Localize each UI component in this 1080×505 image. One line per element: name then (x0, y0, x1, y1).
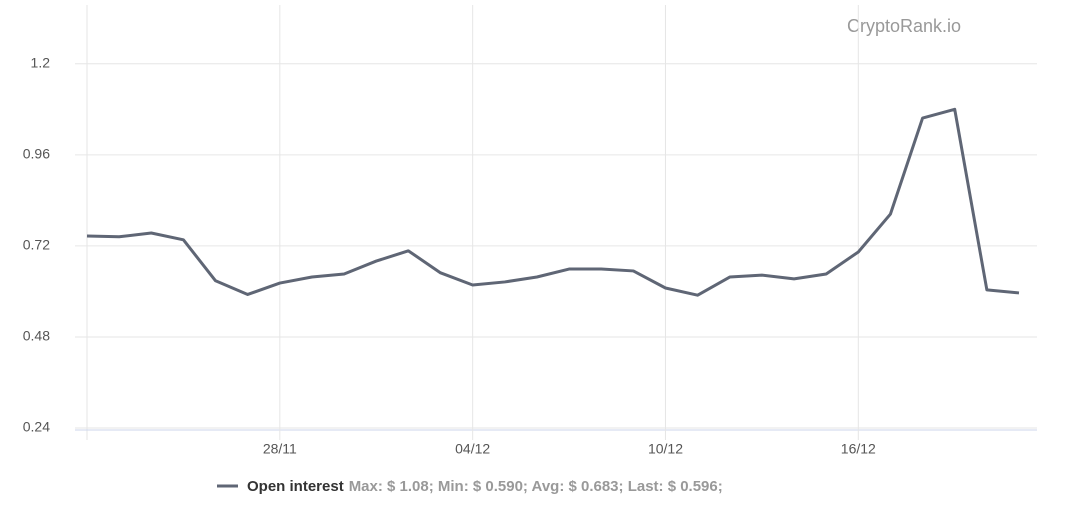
y-tick-label: 0.48 (23, 328, 50, 344)
x-tick-label: 10/12 (648, 441, 683, 457)
legend[interactable]: Open interest Max: $ 1.08; Min: $ 0.590; … (247, 478, 723, 495)
x-tick-label: 28/11 (263, 441, 297, 457)
y-tick-label: 0.24 (23, 419, 50, 435)
legend-stats: Max: $ 1.08; Min: $ 0.590; Avg: $ 0.683;… (349, 478, 723, 495)
x-tick-label: 04/12 (455, 441, 490, 457)
y-tick-label: 0.72 (23, 237, 50, 253)
x-tick-label: 16/12 (841, 441, 876, 457)
y-tick-label: 1.2 (31, 55, 51, 71)
legend-name[interactable]: Open interest (247, 478, 344, 495)
series-line (86, 107, 1020, 297)
watermark: CryptoRank.io (847, 16, 961, 36)
y-tick-label: 0.96 (23, 146, 50, 162)
